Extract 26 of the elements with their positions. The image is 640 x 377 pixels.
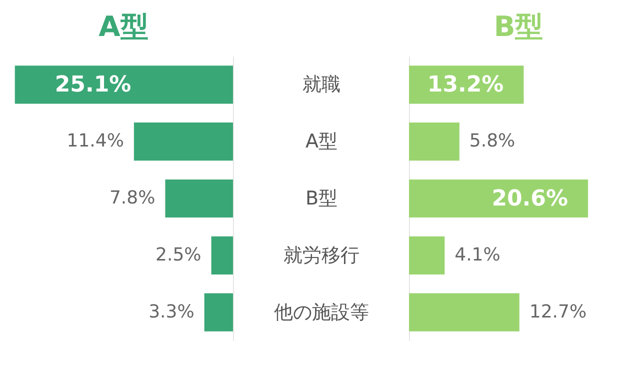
bar (165, 179, 233, 218)
data-label: 11.4% (66, 130, 124, 152)
bar (211, 236, 233, 274)
chart-title: B型 (494, 10, 544, 43)
data-label: 2.5% (156, 244, 202, 266)
data-label: 13.2% (427, 72, 504, 98)
data-label: 7.8% (109, 188, 156, 208)
bar (409, 122, 460, 161)
data-label: 20.6% (492, 186, 568, 212)
bar (134, 122, 233, 161)
data-label: 4.1% (454, 244, 500, 266)
bar (409, 179, 588, 218)
bar (204, 293, 233, 332)
data-label: 25.1% (54, 72, 132, 98)
y-tick-label: 就労移行 (284, 244, 360, 266)
y-tick-label: B型 (305, 188, 338, 210)
y-tick-label: 他の施設等 (274, 301, 369, 324)
bar (14, 66, 233, 104)
data-label: 12.7% (529, 301, 587, 322)
bar (409, 236, 445, 274)
y-tick-label: 就職 (302, 74, 340, 96)
bar (409, 293, 520, 332)
chart-title: A型 (98, 10, 148, 43)
y-tick-label: A型 (306, 130, 338, 153)
data-label: 3.3% (148, 301, 194, 322)
data-label: 5.8% (469, 130, 516, 152)
